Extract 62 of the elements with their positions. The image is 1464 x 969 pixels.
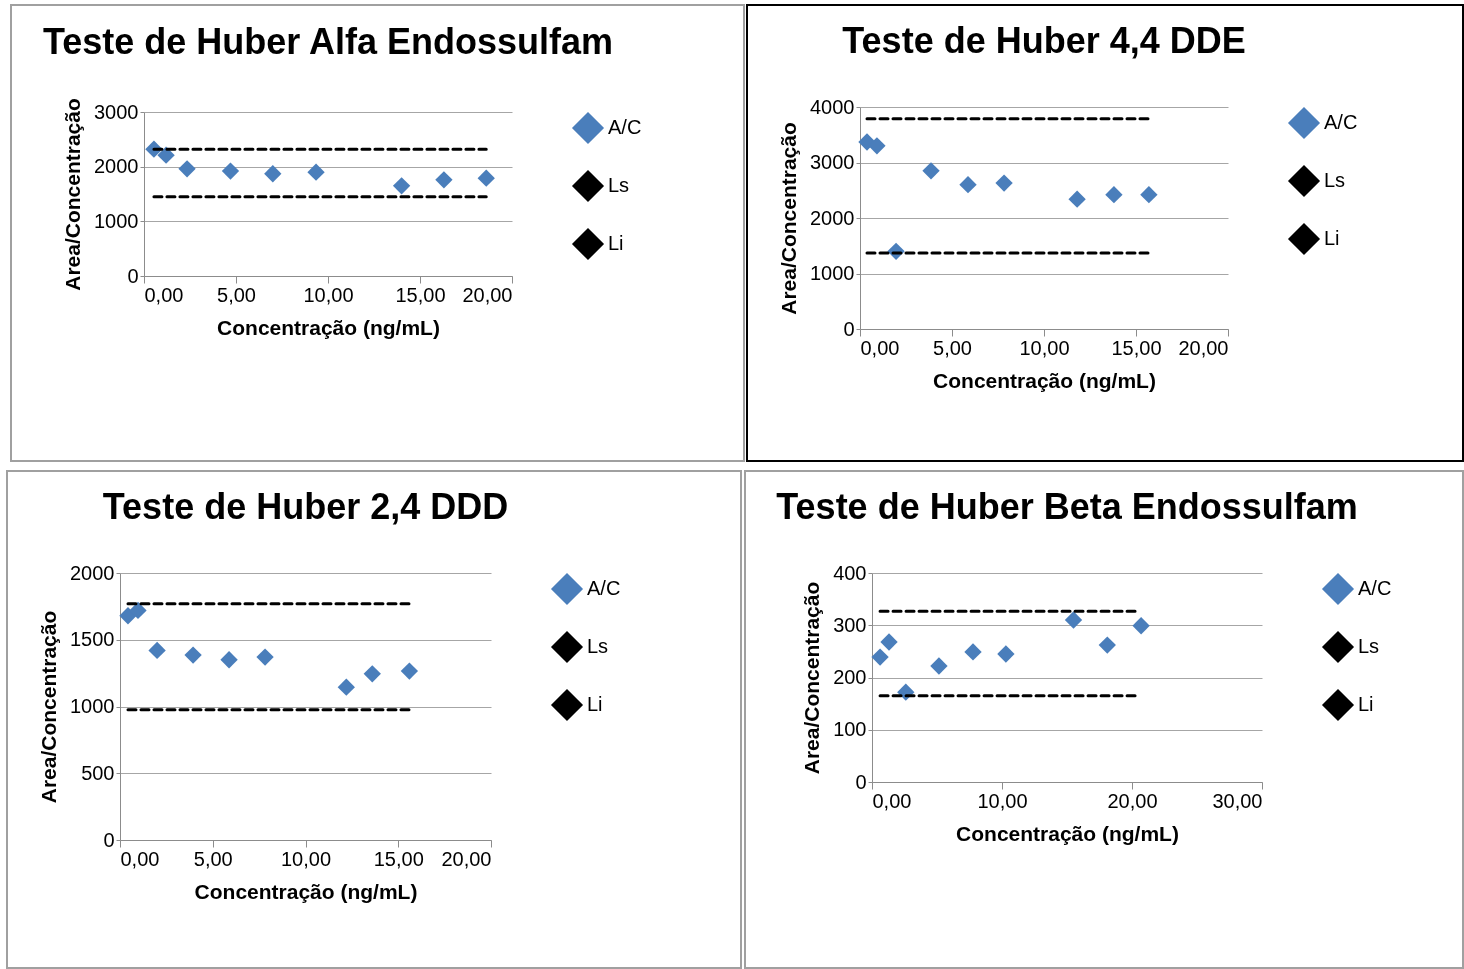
y-tick-label: 2000	[70, 561, 115, 584]
y-tick-label: 2000	[810, 206, 855, 229]
y-tick-label: 1000	[810, 262, 855, 284]
y-axis-title: Area/Concentração	[61, 98, 85, 291]
chart-title: Teste de Huber 2,4 DDD	[102, 486, 509, 527]
x-tick-label: 5,00	[933, 336, 972, 359]
x-tick-label: 20,00	[1178, 336, 1229, 359]
x-tick-label: 10,00	[303, 283, 354, 306]
y-tick-label: 200	[833, 666, 867, 688]
legend-label: A/C	[1324, 111, 1358, 133]
y-tick-label: 0	[127, 264, 139, 287]
x-tick-label: 30,00	[1212, 789, 1263, 812]
y-axis-title: Area/Concentração	[800, 581, 824, 775]
chart-title: Teste de Huber Alfa Endossulfam	[42, 20, 614, 62]
legend-label: A/C	[608, 116, 642, 138]
y-tick-label: 3000	[810, 151, 855, 173]
x-axis-title: Concentração (ng/mL)	[956, 821, 1179, 845]
legend-label: Li	[608, 232, 624, 254]
legend-label: Li	[587, 693, 603, 715]
x-tick-label: 15,00	[1111, 336, 1162, 359]
legend-label: Ls	[608, 174, 630, 196]
legend-label: A/C	[1358, 577, 1392, 599]
y-axis-title: Area/Concentração	[777, 122, 801, 315]
x-tick-label: 0,00	[144, 283, 184, 306]
y-axis-title: Area/Concentração	[37, 610, 61, 804]
y-tick-label: 0	[103, 828, 115, 851]
legend-label: A/C	[587, 577, 621, 599]
x-tick-label: 5,00	[193, 847, 233, 870]
x-axis-title: Concentração (ng/mL)	[217, 315, 440, 339]
x-axis-title: Concentração (ng/mL)	[194, 879, 418, 903]
x-tick-label: 20,00	[462, 283, 513, 306]
y-tick-label: 4000	[810, 95, 855, 118]
x-tick-label: 20,00	[1107, 789, 1158, 812]
y-tick-label: 0	[855, 770, 867, 793]
chart-title: Teste de Huber Beta Endossulfam	[776, 486, 1358, 527]
x-tick-label: 5,00	[217, 283, 256, 306]
y-tick-label: 3000	[94, 100, 139, 123]
y-tick-label: 400	[833, 561, 867, 584]
y-tick-label: 2000	[94, 155, 139, 178]
x-tick-label: 0,00	[860, 336, 900, 359]
y-tick-label: 300	[833, 613, 867, 636]
y-tick-label: 1000	[94, 209, 139, 232]
x-tick-label: 10,00	[977, 789, 1028, 812]
legend-label: Ls	[1324, 169, 1346, 191]
legend-label: Li	[1358, 693, 1374, 715]
y-tick-label: 0	[843, 317, 855, 340]
x-tick-label: 10,00	[1019, 336, 1070, 359]
y-tick-label: 1000	[70, 695, 115, 717]
x-tick-label: 0,00	[872, 789, 912, 812]
chart-title: Teste de Huber 4,4 DDE	[842, 20, 1246, 61]
legend-label: Ls	[587, 635, 609, 657]
x-tick-label: 20,00	[441, 847, 492, 870]
y-tick-label: 100	[833, 718, 867, 741]
x-tick-label: 0,00	[120, 847, 160, 870]
y-tick-label: 500	[81, 761, 115, 784]
legend-label: Ls	[1358, 635, 1380, 657]
x-tick-label: 15,00	[395, 283, 446, 306]
y-tick-label: 1500	[70, 628, 115, 651]
legend-label: Li	[1324, 227, 1340, 249]
x-axis-title: Concentração (ng/mL)	[933, 368, 1156, 392]
x-tick-label: 15,00	[373, 847, 424, 870]
x-tick-label: 10,00	[280, 847, 332, 870]
